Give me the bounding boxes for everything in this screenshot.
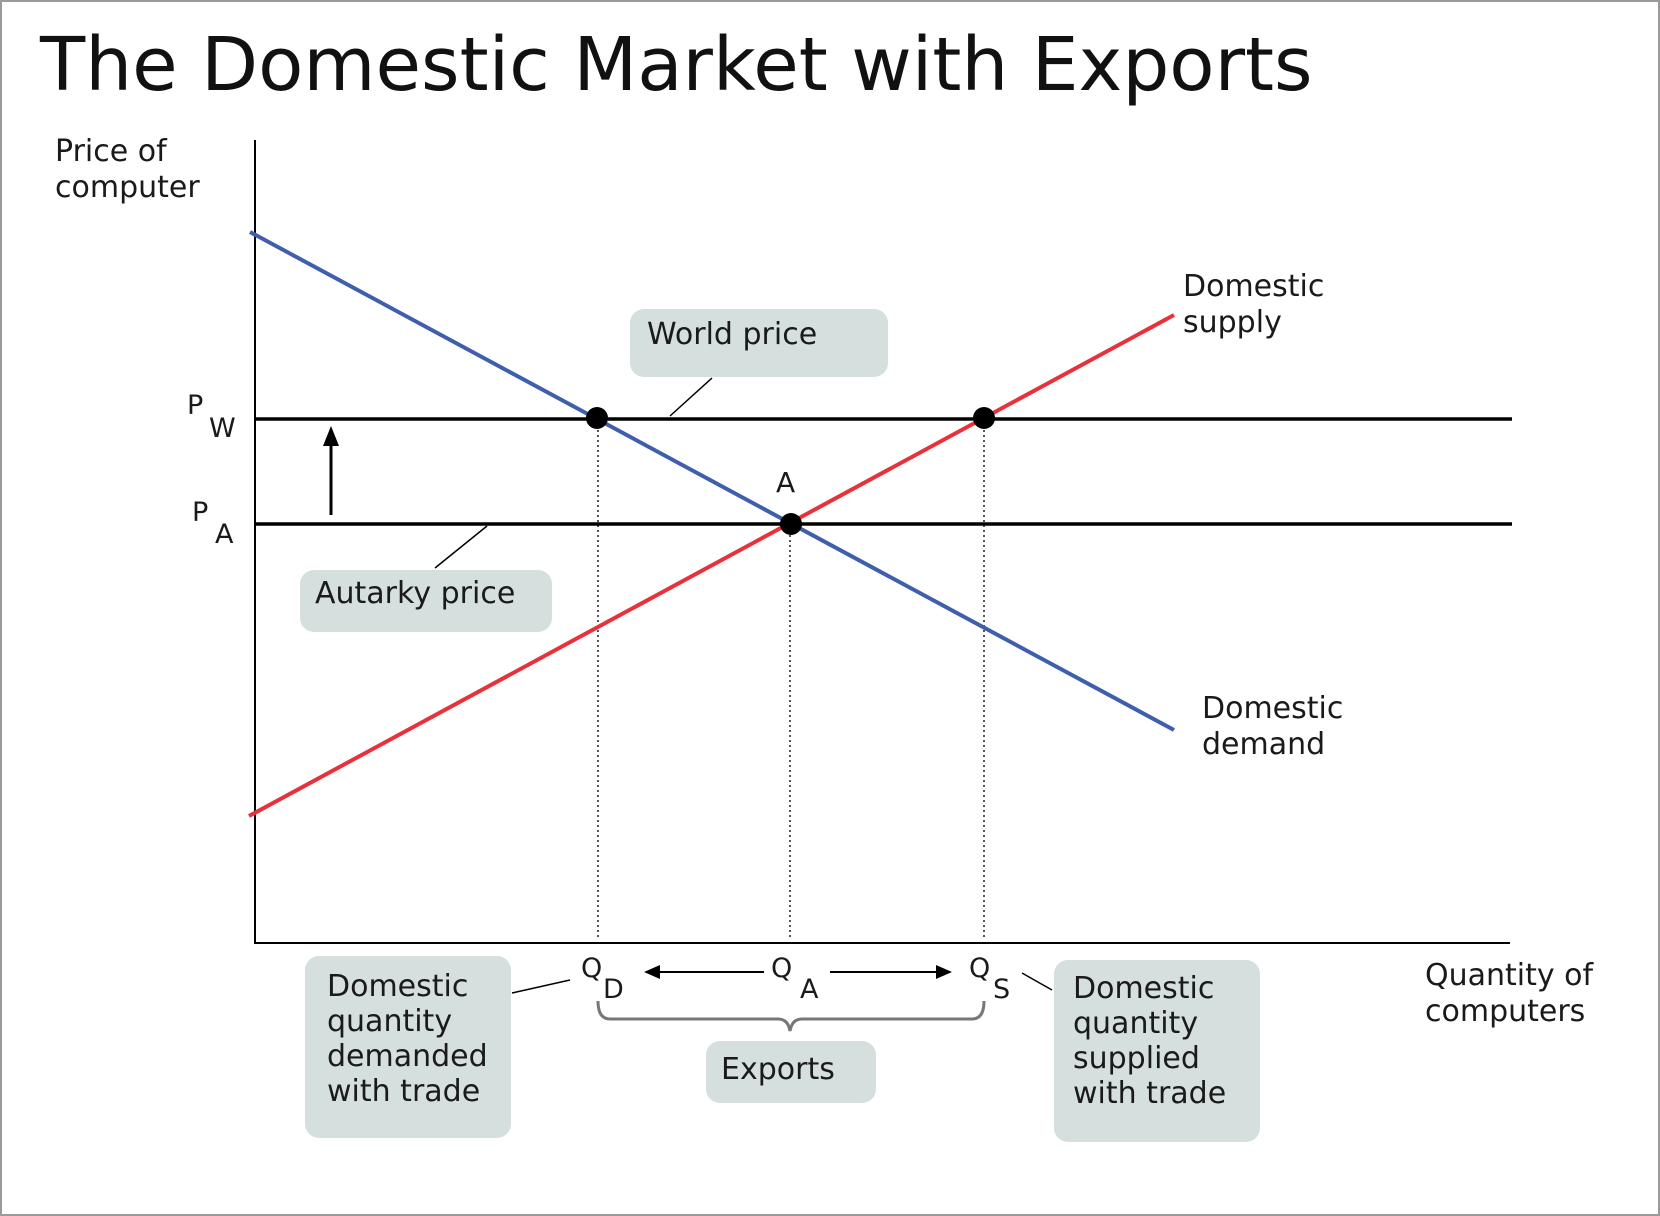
- world-price-callout: [630, 309, 888, 377]
- domestic-supply-label-line2: supply: [1183, 305, 1282, 340]
- qs-label: Q: [969, 953, 990, 984]
- supplied-callout: [1054, 960, 1260, 1142]
- domestic-supply-curve: [248, 313, 1175, 818]
- demanded-callout-line2: quantity: [327, 1004, 452, 1039]
- y-axis-label-line2: computer: [55, 170, 200, 205]
- domestic-demand-label-line2: demand: [1202, 727, 1325, 762]
- supplied-callout-leader: [1021, 972, 1053, 991]
- qd-label: Q: [581, 953, 602, 984]
- pw-label: P: [187, 390, 203, 421]
- domestic-demand-label-line1: Domestic: [1202, 691, 1343, 726]
- demanded-callout-line1: Domestic: [327, 969, 468, 1004]
- exports-callout: [706, 1041, 876, 1103]
- arrow-to-qd-head: [644, 965, 660, 979]
- arrow-to-qs-head: [936, 965, 952, 979]
- supply-at-world-price-point: [973, 407, 995, 429]
- qs-subscript: S: [993, 974, 1010, 1005]
- qd-subscript: D: [603, 974, 624, 1005]
- slide-title: The Domestic Market with Exports: [40, 22, 1313, 108]
- supplied-callout-line4: with trade: [1073, 1076, 1226, 1111]
- demanded-callout-leader: [511, 979, 571, 994]
- y-axis-label-line1: Price of: [55, 134, 168, 169]
- qa-subscript: A: [800, 974, 819, 1005]
- demand-at-world-price-point: [586, 407, 608, 429]
- pw-subscript: W: [209, 413, 236, 444]
- qa-label: Q: [771, 953, 792, 984]
- demanded-callout-line3: demanded: [327, 1039, 488, 1074]
- demanded-callout-line4: with trade: [327, 1074, 480, 1109]
- pa-subscript: A: [215, 519, 234, 550]
- domestic-supply-label-line1: Domestic: [1183, 269, 1324, 304]
- domestic-demand-curve: [249, 230, 1175, 732]
- exports-callout-text: Exports: [721, 1052, 835, 1087]
- world-price-callout-text: World price: [647, 317, 817, 352]
- pa-label: P: [192, 497, 208, 528]
- autarky-price-callout-text: Autarky price: [315, 576, 515, 611]
- exports-bracket: [596, 1000, 986, 1032]
- autarky-price-callout: [300, 570, 552, 632]
- supplied-callout-line1: Domestic: [1073, 971, 1214, 1006]
- world-price-callout-leader: [669, 377, 713, 417]
- price-rise-arrowhead: [323, 426, 339, 446]
- x-axis-label-line1: Quantity of: [1425, 958, 1595, 993]
- autarky-price-callout-leader: [434, 525, 488, 569]
- demanded-callout: [305, 956, 511, 1138]
- autarky-equilibrium-point: [780, 513, 802, 535]
- x-axis-label-line2: computers: [1425, 994, 1585, 1029]
- supplied-callout-line2: quantity: [1073, 1006, 1198, 1041]
- supplied-callout-line3: supplied: [1073, 1041, 1200, 1076]
- point-a-label: A: [776, 466, 795, 499]
